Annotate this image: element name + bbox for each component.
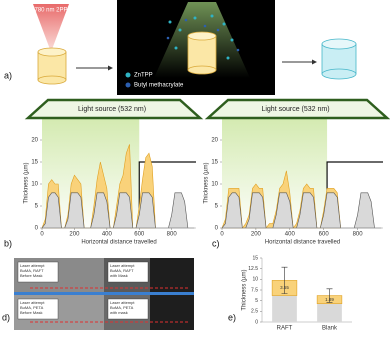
polymer-cylinder — [187, 31, 217, 75]
bar-segment — [272, 295, 297, 322]
panel-label: b) — [4, 238, 12, 248]
y-tick-label: 10 — [252, 277, 258, 283]
divider — [14, 292, 194, 295]
thickness-profile — [41, 192, 195, 229]
bar-segment — [317, 303, 342, 322]
x-tick-label: 0 — [40, 232, 44, 238]
legend-label: Butyl methacrylate — [134, 83, 184, 89]
caption-box — [17, 298, 59, 320]
x-tick-label: 200 — [251, 232, 262, 238]
y-tick-label: 20 — [211, 138, 218, 144]
banner-text: Light source (532 nm) — [261, 106, 329, 113]
y-tick-label: 0 — [255, 319, 258, 325]
error-bar — [281, 266, 288, 294]
monomers — [166, 18, 240, 52]
error-bar — [326, 288, 333, 303]
photo-caption: Laser attempt BuMA, PETA with mask — [110, 300, 135, 315]
x-tick-label: 400 — [285, 232, 296, 238]
y-tick-label: 5 — [255, 298, 258, 304]
resin-cylinder — [37, 47, 67, 85]
panel-label: d) — [2, 312, 10, 322]
x-axis-label: Horizontal distance travelled — [81, 240, 156, 246]
product-cylinder — [321, 38, 357, 80]
x-tick-label: 200 — [69, 232, 80, 238]
legend-label: ZnTPP — [134, 73, 153, 79]
caption-box — [17, 261, 59, 283]
y-tick-label: 12.5 — [248, 266, 258, 272]
x-tick-label: 800 — [167, 232, 178, 238]
y-tick-label: 5 — [35, 204, 39, 210]
x-tick-label: 600 — [134, 232, 145, 238]
y-tick-label: 2.5 — [251, 309, 258, 315]
photo-caption: Laser attempt BuMA, PETA Before Mask — [20, 300, 45, 315]
y-tick-label: 0 — [35, 226, 39, 232]
laser-label: 780 nm 2PP — [34, 8, 67, 14]
y-axis-label: Thickness (µm) — [24, 162, 30, 203]
y-tick-label: 5 — [215, 204, 219, 210]
x-tick-label: Blank — [322, 326, 338, 332]
legend-marker — [125, 82, 131, 88]
x-tick-label: 600 — [319, 232, 330, 238]
thickness-profile — [221, 192, 382, 229]
y-tick-label: 7.5 — [251, 287, 258, 293]
panel-label: a) — [4, 70, 12, 80]
y-tick-label: 10 — [211, 182, 218, 188]
y-tick-label: 15 — [31, 160, 38, 166]
banner — [204, 98, 390, 120]
legend-marker — [125, 72, 131, 78]
x-tick-label: RAFT — [277, 326, 293, 332]
banner — [24, 98, 204, 120]
caption-box — [107, 298, 149, 320]
y-axis-label: Thickness (µm) — [242, 269, 248, 310]
photo-caption: Laser attempt BuMA, RAFT Before Mask — [20, 263, 45, 278]
arrow-head — [108, 65, 113, 71]
y-axis-label: Thickness (µm) — [204, 162, 210, 203]
photo-caption: Laser attempt BuMA, RAFT with Mask — [110, 263, 135, 278]
laser-cone — [33, 4, 69, 52]
banner-text: Light source (532 nm) — [78, 106, 146, 113]
y-tick-label: 15 — [252, 255, 258, 261]
panel-label: e) — [228, 312, 236, 322]
y-tick-label: 10 — [31, 182, 38, 188]
x-tick-label: 0 — [220, 232, 224, 238]
arrow-head — [312, 59, 317, 65]
caption-box — [107, 261, 149, 283]
y-tick-label: 20 — [31, 138, 38, 144]
y-tick-label: 15 — [211, 160, 218, 166]
x-tick-label: 400 — [102, 232, 113, 238]
x-axis-label: Horizontal distance travelled — [265, 240, 340, 246]
panel-a: 780 nm 2PP ZnTPP Butyl methacrylate — [4, 0, 357, 95]
molecules — [168, 14, 234, 60]
panel-label: c) — [212, 238, 220, 248]
x-tick-label: 800 — [353, 232, 364, 238]
y-tick-label: 0 — [215, 226, 219, 232]
